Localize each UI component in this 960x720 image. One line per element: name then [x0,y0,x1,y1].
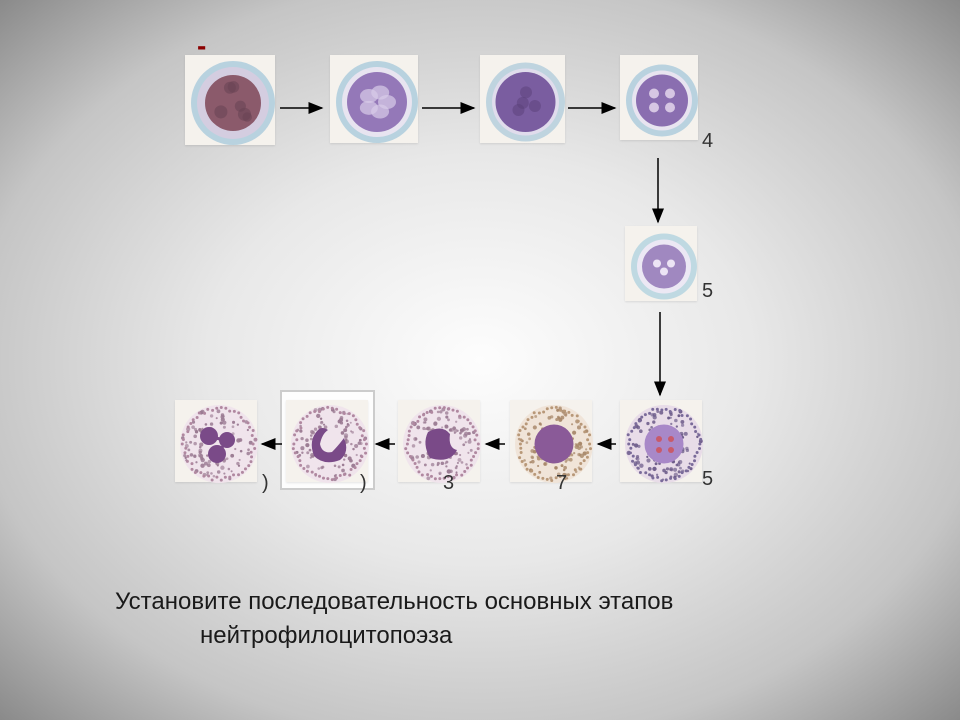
cell-cell1 [185,55,275,145]
stage-label: 5 [702,280,713,303]
stage-label: 5 [702,468,713,491]
cell-cell4 [620,55,698,140]
caption-line1: Установите последовательность основных э… [115,585,673,619]
cell-cell3 [480,55,565,143]
caption-line2: нейтрофилоцитопоэза [115,619,673,653]
cell-cell10 [175,400,257,482]
cell-cell5 [625,226,697,301]
stage-label: 3 [443,472,454,495]
cell-cell7 [510,400,592,482]
diagram-container: - 45375)) Установите последовательность … [0,0,960,720]
cell-cell2 [330,55,418,143]
cell-cell9 [286,400,368,482]
cell-cell6 [620,400,702,482]
stage-label: ) [360,472,367,495]
cell-cell8 [398,400,480,482]
stage-label: ) [262,472,269,495]
stage-label: 7 [556,472,567,495]
caption-text: Установите последовательность основных э… [115,585,673,652]
stage-label: 4 [702,130,713,153]
